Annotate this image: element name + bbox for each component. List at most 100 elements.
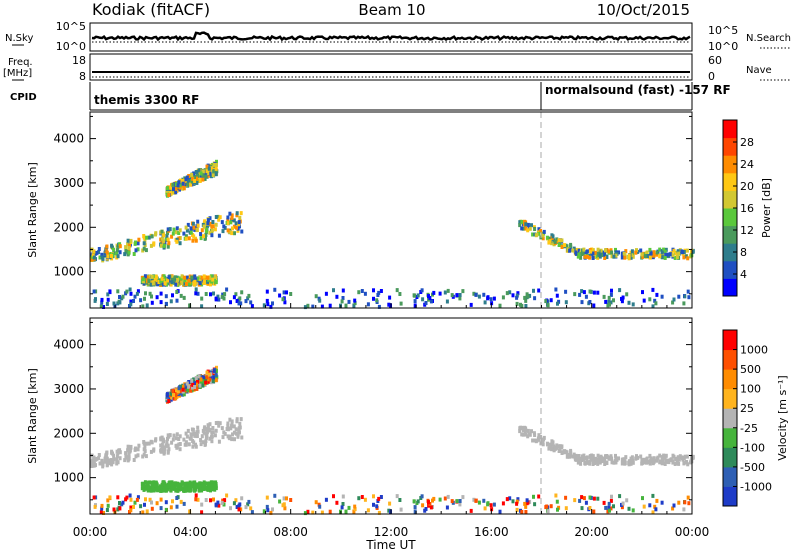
velocity-echo-cell xyxy=(149,449,153,454)
power-echo-cell xyxy=(455,293,459,298)
power-echo-cell xyxy=(142,241,146,246)
velocity-echo-cell xyxy=(230,421,234,426)
power-echo-cell xyxy=(166,237,170,242)
power-echo-cell xyxy=(564,289,568,294)
power-echo-cell xyxy=(139,298,143,303)
velocity-echo-cell xyxy=(143,502,146,507)
velocity-echo-cell xyxy=(144,454,148,459)
power-echo-cell xyxy=(175,239,179,244)
power-echo-cell xyxy=(606,303,610,308)
power-echo-cell xyxy=(189,226,193,231)
power-echo-cell xyxy=(182,295,186,300)
power-echo-cell xyxy=(353,298,357,303)
velocity-echo-cell xyxy=(211,371,215,376)
velocity-echo-cell xyxy=(226,423,230,428)
velocity-echo-cell xyxy=(199,438,203,442)
velocity-echo-cell xyxy=(193,480,197,485)
x-axis-title: Time UT xyxy=(365,538,416,552)
power-echo-cell xyxy=(118,244,122,249)
velocity-echo-cell xyxy=(105,456,109,461)
velocity-echo-cell xyxy=(655,458,659,463)
velocity-echo-cell xyxy=(152,447,156,452)
velocity-echo-cell xyxy=(580,506,584,511)
velocity-echo-cell xyxy=(237,426,241,431)
power-echo-cell xyxy=(136,289,140,294)
velocity-echo-cell xyxy=(427,500,430,505)
velocity-echo-cell xyxy=(214,378,218,383)
power-echo-cell xyxy=(311,304,315,309)
velocity-echo-cell xyxy=(99,510,103,515)
power-echo-cell xyxy=(125,289,129,294)
power-echo-cell xyxy=(376,293,380,297)
velocity-echo-cell xyxy=(196,429,200,434)
power-echo-cell xyxy=(162,233,166,238)
velocity-echo-cell xyxy=(548,442,552,447)
power-echo-cell xyxy=(166,227,170,232)
velocity-echo-cell xyxy=(627,506,631,511)
power-echo-cell xyxy=(366,302,370,307)
power-echo-cell xyxy=(458,296,462,301)
velocity-echo-cell xyxy=(236,434,240,439)
power-echo-cell xyxy=(128,287,132,292)
power-echo-cell xyxy=(445,299,449,304)
velocity-echo-cell xyxy=(524,432,528,437)
velocity-echo-cell xyxy=(588,495,592,500)
velocity-echo-cell xyxy=(129,444,133,449)
power-echo-cell xyxy=(127,248,131,253)
power-echo-cell xyxy=(149,282,153,287)
velocity-echo-cell xyxy=(641,496,644,501)
power-echo-cell xyxy=(127,250,131,255)
velocity-echo-cell xyxy=(232,424,236,429)
velocity-echoes xyxy=(90,365,695,516)
power-echo-cell xyxy=(214,166,218,171)
velocity-echo-cell xyxy=(566,453,570,458)
power-echo-cell xyxy=(328,303,332,308)
velocity-echo-cell xyxy=(372,494,375,499)
power-echo-cell xyxy=(524,304,528,308)
power-echo-cell xyxy=(214,296,218,301)
power-echo-cell xyxy=(194,170,198,174)
power-echo-cell xyxy=(197,168,201,173)
velocity-echo-cell xyxy=(347,505,351,510)
velocity-echo-cell xyxy=(413,505,417,510)
velocity-echo-cell xyxy=(320,510,324,515)
power-echo-cell xyxy=(177,236,181,241)
power-echo-cell xyxy=(461,289,465,294)
power-echo-cell xyxy=(533,227,537,231)
velocity-echo-cell xyxy=(198,484,202,489)
velocity-echo-cell xyxy=(377,510,381,515)
velocity-echo-cell xyxy=(530,429,533,434)
power-echo-cell xyxy=(282,290,286,295)
power-echo-cell xyxy=(318,298,322,303)
velocity-echo-cell xyxy=(520,432,524,437)
power-echo-cell xyxy=(165,186,169,191)
velocity-echo-cell xyxy=(226,421,230,426)
velocity-echo-cell xyxy=(133,447,137,452)
power-echo-cell xyxy=(588,255,592,260)
velocity-echo-cell xyxy=(226,434,230,439)
velocity-echo-cell xyxy=(546,509,550,514)
power-echo-cell xyxy=(631,302,635,307)
velocity-echo-cell xyxy=(135,497,139,502)
power-echo-cell xyxy=(645,250,649,255)
velocity-echo-cell xyxy=(171,437,175,442)
velocity-echo-cell xyxy=(240,435,244,440)
velocity-echo-cell xyxy=(217,439,221,444)
velocity-echo-cell xyxy=(577,458,581,463)
power-echo-cell xyxy=(217,297,221,302)
power-echo-cell xyxy=(631,254,635,259)
velocity-echo-cell xyxy=(461,495,465,500)
power-echo-cell xyxy=(210,233,214,238)
power-echo-cell xyxy=(530,223,533,228)
velocity-echo-cell xyxy=(182,437,186,442)
power-echo-cell xyxy=(100,300,104,305)
velocity-echo-cell xyxy=(121,500,125,505)
power-echo-cell xyxy=(623,253,627,258)
power-echo-cell xyxy=(200,228,204,233)
velocity-echo-cell xyxy=(363,497,367,502)
power-echo-cell xyxy=(511,293,515,298)
velocity-echo-cell xyxy=(236,432,240,437)
velocity-echo-cell xyxy=(618,494,622,499)
velocity-echo-cell xyxy=(580,458,584,462)
velocity-echo-cell xyxy=(247,499,251,504)
